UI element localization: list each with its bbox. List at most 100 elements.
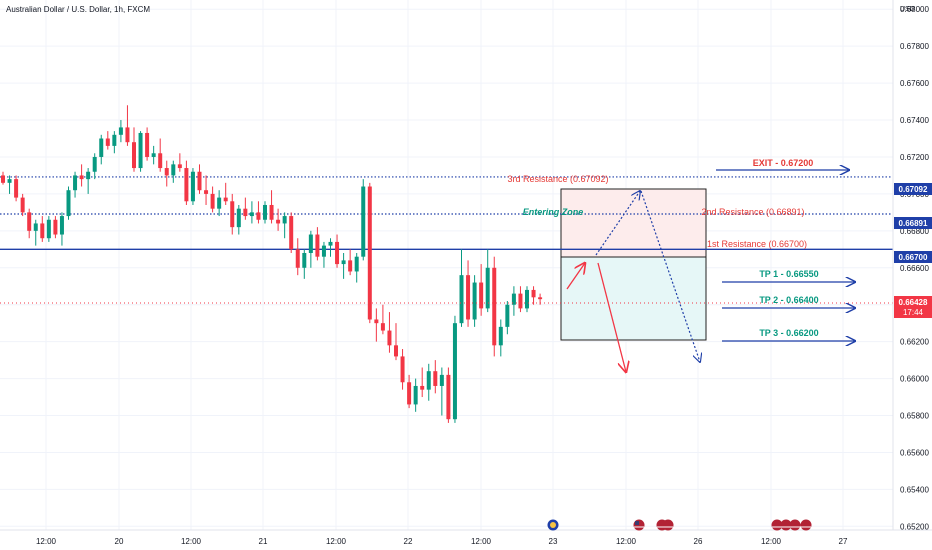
candle: [236, 204, 241, 235]
time-tick-label: 12:00: [616, 537, 637, 546]
event-flag-au-1[interactable]: [547, 519, 559, 531]
candle: [210, 186, 215, 213]
candle: [73, 171, 78, 198]
candle: [40, 216, 45, 242]
candle: [505, 301, 510, 335]
candle: [302, 249, 307, 279]
candle: [511, 286, 516, 316]
candle: [204, 175, 209, 205]
current-price-tag: 0.66428 17:44: [894, 296, 932, 318]
time-tick-label: 21: [259, 537, 268, 546]
bear-drop-arrow: [597, 262, 626, 372]
candle: [426, 363, 431, 401]
candle: [53, 216, 58, 239]
price-tick-label: 0.67200: [900, 153, 929, 162]
candle: [361, 179, 366, 261]
time-tick-label: 27: [839, 537, 848, 546]
candle: [20, 193, 25, 217]
candle: [433, 360, 438, 394]
price-tick-label: 0.65600: [900, 448, 929, 457]
price-tick-label: 0.66800: [900, 227, 929, 236]
exit-label: EXIT - 0.67200: [753, 158, 814, 168]
candle: [380, 304, 385, 335]
candle: [335, 234, 340, 268]
candle: [33, 219, 38, 246]
event-flag-us-1[interactable]: [633, 519, 645, 531]
resistance-2-label: 2nd Resistance (0.66891): [701, 207, 804, 217]
candle: [269, 190, 274, 224]
price-tick-label: 0.67800: [900, 42, 929, 51]
svg-text:17:44: 17:44: [903, 308, 924, 317]
candle: [1, 171, 5, 185]
entering-zone-box[interactable]: [560, 188, 707, 258]
candle: [276, 208, 281, 231]
candle: [472, 275, 477, 327]
price-axis-labels: 0.68000 0.67800 0.67600 0.67400 0.67200 0.670…: [900, 5, 929, 531]
candle: [407, 374, 412, 409]
candle: [518, 286, 523, 313]
chart-grid: [0, 0, 893, 530]
candle: [184, 160, 189, 205]
time-axis-labels: 12:00 20 12:00 21 12:00 22 12:00 23 12:00 26 12:00…: [36, 537, 848, 546]
candle: [387, 312, 392, 353]
event-flag-us-3[interactable]: [771, 519, 812, 531]
chart-title: Australian Dollar / U.S. Dollar, 1h, FXC…: [6, 5, 150, 14]
tp3-label: TP 3 - 0.66200: [759, 328, 818, 338]
bull-dotted-up: [595, 191, 640, 256]
candle: [479, 264, 484, 316]
candle: [446, 367, 451, 423]
tp1-label: TP 1 - 0.66550: [759, 269, 818, 279]
time-tick-label: 12:00: [36, 537, 57, 546]
candle: [348, 249, 353, 276]
candle: [92, 153, 97, 180]
entering-zone-label: Entering Zone: [523, 207, 584, 217]
candle: [249, 201, 254, 224]
candle: [217, 190, 222, 217]
target-zone-box[interactable]: [560, 256, 707, 341]
price-tick-label: 0.65200: [900, 522, 929, 531]
candles: [1, 105, 543, 423]
svg-text:0.67092: 0.67092: [899, 185, 928, 194]
candle: [118, 120, 123, 143]
candle: [132, 127, 136, 172]
candle: [230, 193, 235, 235]
candle: [420, 367, 425, 398]
candle: [282, 212, 287, 239]
price-tick-label: 0.67400: [900, 116, 929, 125]
resistance-3-label: 3rd Resistance (0.67092): [507, 174, 608, 184]
event-flag-us-2[interactable]: [656, 519, 674, 531]
price-tick-label: 0.65800: [900, 412, 929, 421]
svg-text:0.66428: 0.66428: [899, 298, 928, 307]
candle: [164, 160, 169, 187]
level-lines: [0, 176, 893, 251]
candle: [177, 153, 182, 172]
candle: [105, 131, 110, 150]
time-tick-label: 12:00: [471, 537, 492, 546]
candle: [138, 131, 143, 172]
candle: [171, 160, 176, 183]
candle: [151, 145, 156, 165]
price-tick-label: 0.65400: [900, 485, 929, 494]
time-tick-label: 12:00: [181, 537, 202, 546]
candle: [459, 249, 464, 327]
candle: [315, 227, 320, 261]
bull-entry-arrow: [566, 263, 585, 290]
resistance-1-label: 1st Resistance (0.66700): [707, 239, 807, 249]
time-tick-label: 26: [694, 537, 703, 546]
candle: [99, 134, 104, 165]
svg-text:0.66700: 0.66700: [899, 253, 928, 262]
candle: [243, 197, 248, 220]
price-tick-label: 0.67600: [900, 79, 929, 88]
candle: [466, 260, 471, 327]
candle: [413, 378, 418, 412]
candle: [263, 201, 267, 224]
candle: [223, 182, 228, 205]
time-tick-label: 23: [549, 537, 558, 546]
level-tag-3: 0.67092: [894, 183, 932, 195]
candle: [531, 286, 536, 305]
candle: [125, 105, 130, 146]
candle: [66, 186, 71, 220]
candle: [7, 175, 12, 194]
candle: [354, 252, 359, 283]
